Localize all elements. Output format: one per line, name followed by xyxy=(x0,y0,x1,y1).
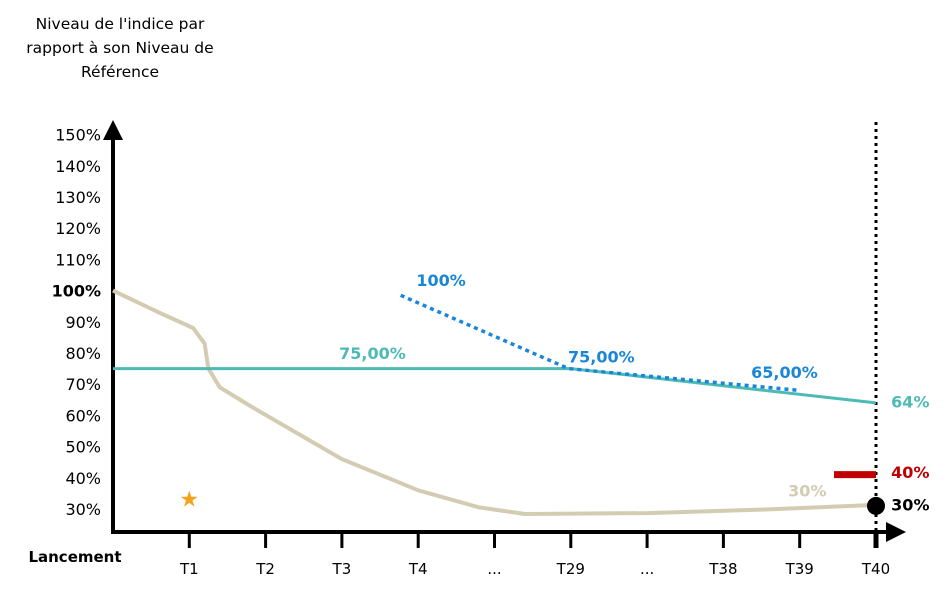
data-label: 40% xyxy=(891,463,929,482)
final-point xyxy=(867,496,885,515)
data-label: 65,00% xyxy=(751,363,818,382)
data-label: 64% xyxy=(891,393,929,412)
data-label: 30% xyxy=(788,482,826,501)
y-tick-label: 110% xyxy=(55,250,101,269)
x-tick-label: T39 xyxy=(785,560,814,578)
y-tick-label: 70% xyxy=(65,375,101,394)
y-axis-arrow-icon xyxy=(103,120,123,140)
y-tick-label: 30% xyxy=(65,500,101,519)
y-tick-label: 140% xyxy=(55,157,101,176)
y-tick-label: 90% xyxy=(65,313,101,332)
x-tick-label: ... xyxy=(640,560,654,578)
x-tick-label: T4 xyxy=(408,560,428,578)
y-tick-label: 40% xyxy=(65,469,101,488)
series-line-2 xyxy=(399,293,800,393)
data-label: 100% xyxy=(416,271,465,290)
data-label: 75,00% xyxy=(339,344,406,363)
x-tick-label: T40 xyxy=(861,560,890,578)
x-tick-label: T38 xyxy=(708,560,737,578)
x-axis-title: Lancement xyxy=(28,548,121,566)
y-tick-label: 80% xyxy=(65,344,101,363)
y-tick-label: 50% xyxy=(65,438,101,457)
y-tick-label: 130% xyxy=(55,188,101,207)
x-tick-label: T29 xyxy=(556,560,585,578)
x-tick-label: T1 xyxy=(179,560,199,578)
y-tick-label: 60% xyxy=(65,406,101,425)
y-tick-label: 100% xyxy=(52,282,101,301)
data-label: 75,00% xyxy=(568,347,635,366)
data-label: 30% xyxy=(891,496,929,515)
y-tick-label: 150% xyxy=(55,126,101,145)
x-tick-label: T2 xyxy=(255,560,275,578)
x-tick-label: ... xyxy=(487,560,501,578)
series-line-0 xyxy=(112,288,877,516)
y-tick-label: 120% xyxy=(55,219,101,238)
x-tick-label: T3 xyxy=(332,560,352,578)
x-axis-arrow-icon xyxy=(886,522,906,542)
star-icon: ★ xyxy=(179,488,199,513)
y-axis-title: Niveau de l'indice par rapport à son Niv… xyxy=(26,15,214,81)
